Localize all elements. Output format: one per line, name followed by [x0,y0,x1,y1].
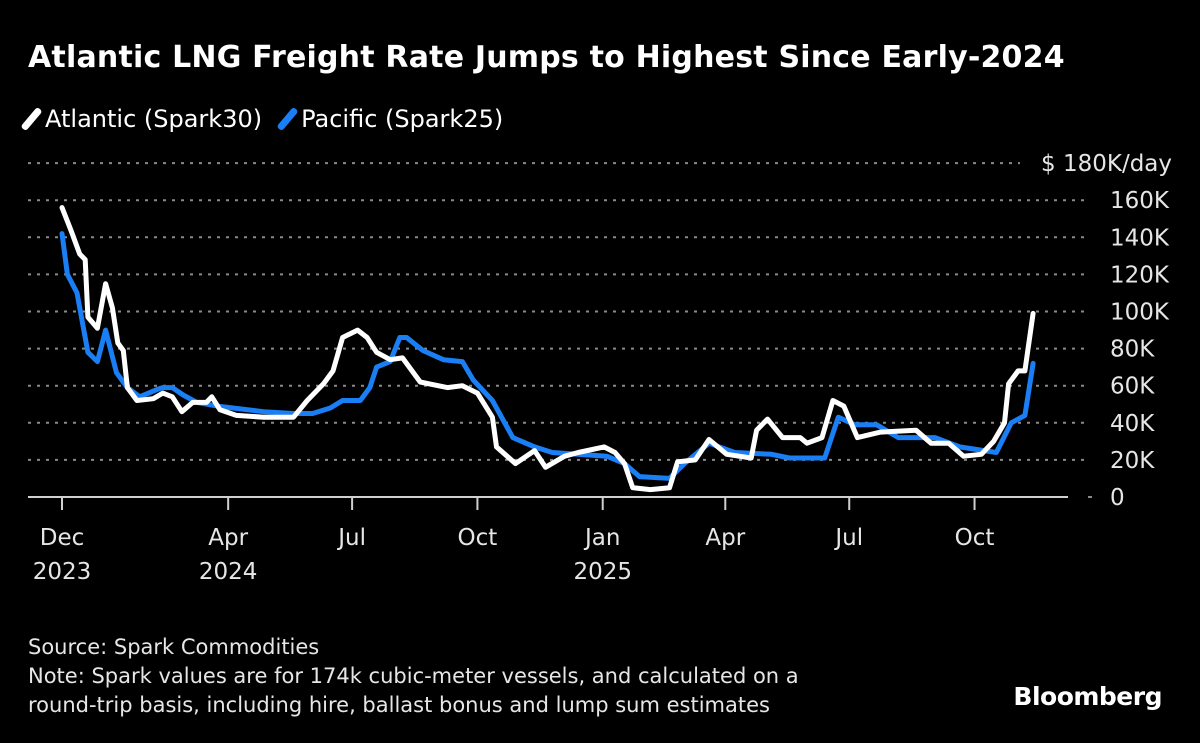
x-tick-label: Oct [955,525,995,551]
x-tick-label: Dec [40,525,85,551]
x-tick-label: Jul [833,525,863,551]
x-tick-label: Apr [705,525,745,551]
y-tick-label: 120K [1110,262,1170,288]
y-tick-label: 100K [1110,300,1170,326]
y-tick-label: 80K [1110,337,1155,363]
x-tick-label: Jan [583,525,620,551]
note-line-1: Note: Spark values are for 174k cubic-me… [28,664,799,688]
y-tick-label: 0 [1110,485,1125,511]
series-line-atlantic [59,205,1036,493]
bloomberg-logo: Bloomberg [1013,682,1162,711]
y-tick-label: 140K [1110,225,1170,251]
footnote: Source: Spark Commodities Note: Spark va… [28,633,799,720]
y-tick-label: 60K [1110,374,1155,400]
y-tick-label: 20K [1110,448,1155,474]
legend-item-atlantic: Atlantic (Spark30) [20,105,263,133]
x-tick-label: Apr [208,525,248,551]
series-line-pacific [59,231,1036,481]
source-text: Source: Spark Commodities [28,635,320,659]
y-tick-label: 160K [1110,188,1170,214]
chart-title: Atlantic LNG Freight Rate Jumps to Highe… [28,40,1065,75]
x-tick-year-label: 2025 [573,559,632,585]
note-line-2: round-trip basis, including hire, ballas… [28,693,770,717]
x-tick-year-label: 2023 [33,559,92,585]
legend-item-pacific: Pacific (Spark25) [276,105,504,133]
x-tick-year-label: 2024 [199,559,258,585]
y-tick-label: 40K [1110,411,1155,437]
legend: Atlantic (Spark30) Pacific (Spark25) [20,105,504,133]
x-tick-label: Oct [458,525,498,551]
legend-label-atlantic: Atlantic (Spark30) [45,105,263,133]
x-tick-label: Jul [336,525,366,551]
legend-label-pacific: Pacific (Spark25) [301,105,504,133]
y-unit-label: $ 180K/day [1041,151,1172,177]
